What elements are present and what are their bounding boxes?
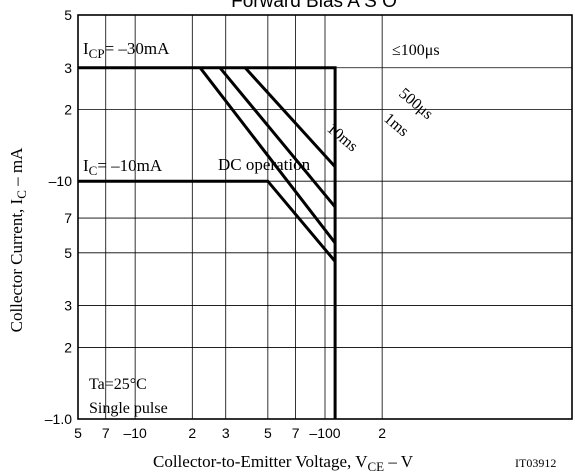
x-tick-label: –100 (309, 425, 340, 441)
y-axis-label: Collector Current, IC – mA (7, 147, 29, 333)
x-tick-label: 2 (188, 425, 196, 441)
dc-operation-label: DC operation (218, 155, 311, 174)
pulse-100us-label: ≤100μs (392, 42, 440, 59)
series-line (199, 66, 337, 244)
chart-grid (77, 14, 572, 420)
series-line (218, 66, 337, 208)
chart-title: Forward Bias A S O (231, 0, 397, 12)
y-tick-label: –1.0 (45, 411, 72, 427)
x-tick-label: 5 (264, 425, 272, 441)
plot-frame (77, 14, 573, 420)
y-tick-label: 5 (64, 245, 72, 261)
icp-annotation: ICP= –30mA (83, 39, 170, 61)
y-tick-labels: –1.0 2 3 5 7 –10 2 3 5 (45, 7, 72, 427)
y-tick-label: 7 (64, 210, 72, 226)
y-tick-label: 3 (64, 60, 72, 76)
x-axis-label: Collector-to-Emitter Voltage, VCE – V (153, 452, 414, 473)
pulse-1ms-label: 1ms (380, 110, 411, 140)
series-line (244, 66, 337, 168)
x-tick-label: 7 (102, 425, 110, 441)
x-tick-label: 5 (74, 425, 82, 441)
y-tick-label: 2 (64, 102, 72, 118)
x-tick-label: 7 (292, 425, 300, 441)
x-tick-label: 2 (378, 425, 386, 441)
pulse-10ms-label: 10ms (323, 120, 360, 155)
y-tick-label: –10 (49, 173, 73, 189)
chart-series (78, 66, 337, 419)
series-line (78, 66, 337, 419)
temperature-label: Ta=25°C (89, 376, 147, 393)
y-tick-label: 5 (64, 7, 72, 23)
ic-annotation: IC= –10mA (83, 156, 163, 178)
figure-id: IT03912 (515, 456, 556, 470)
x-tick-label: –10 (123, 425, 147, 441)
y-tick-label: 2 (64, 339, 72, 355)
x-tick-label: 3 (222, 425, 230, 441)
y-tick-label: 3 (64, 298, 72, 314)
series-line (78, 179, 337, 263)
single-pulse-label: Single pulse (89, 400, 168, 417)
x-tick-labels: 5 7 –10 2 3 5 7 –100 2 (74, 425, 386, 441)
